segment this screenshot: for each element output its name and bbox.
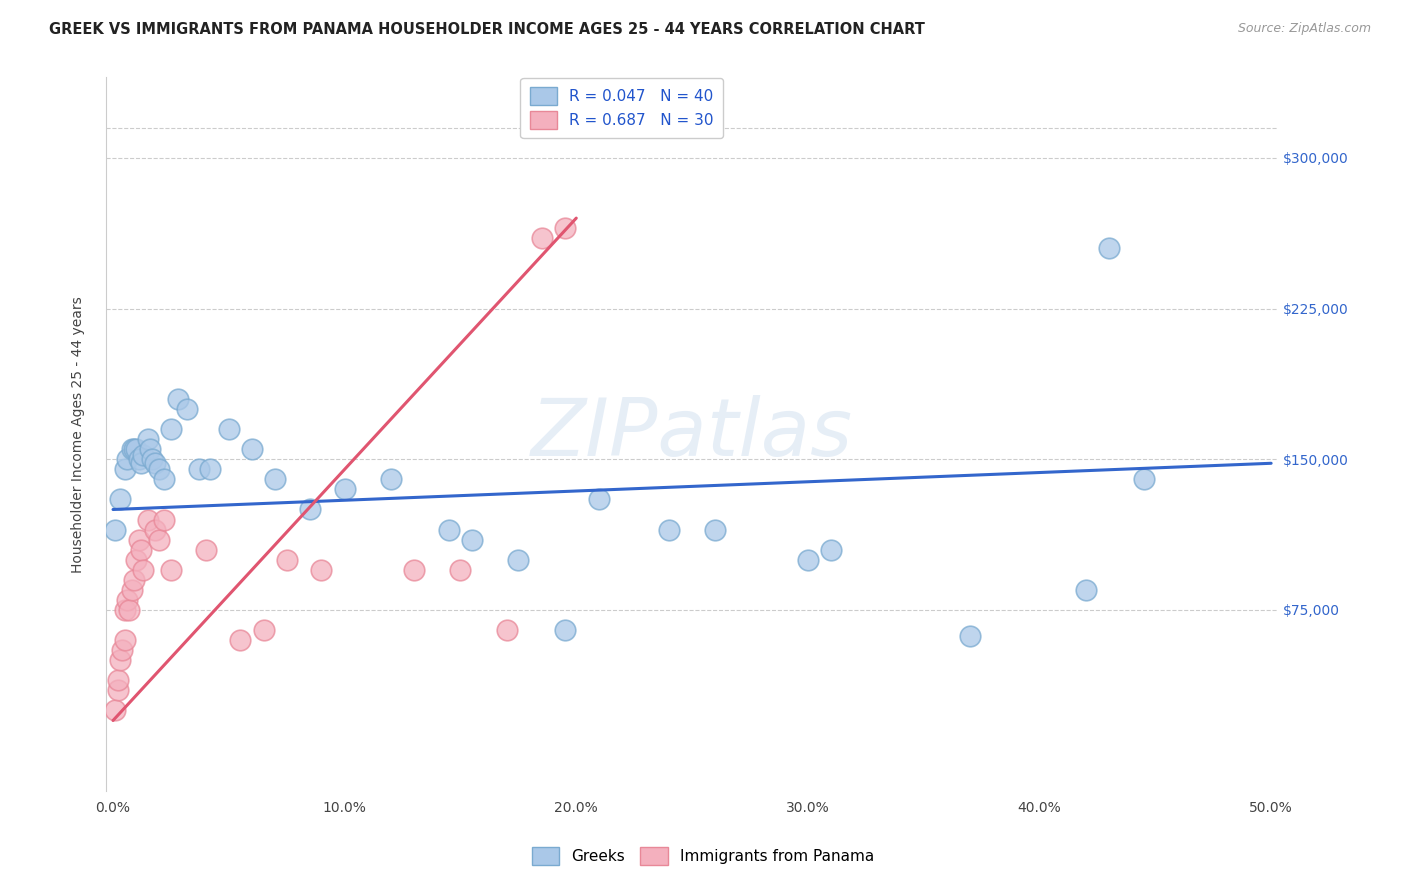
Point	[218, 422, 240, 436]
Point	[108, 653, 131, 667]
Text: ZIPatlas: ZIPatlas	[531, 395, 853, 473]
Point	[125, 553, 148, 567]
Y-axis label: Householder Income Ages 25 - 44 years: Householder Income Ages 25 - 44 years	[72, 296, 86, 573]
Point	[240, 442, 263, 457]
Point	[122, 573, 145, 587]
Point	[229, 633, 252, 648]
Point	[530, 231, 553, 245]
Point	[114, 633, 136, 648]
Text: GREEK VS IMMIGRANTS FROM PANAMA HOUSEHOLDER INCOME AGES 25 - 44 YEARS CORRELATIO: GREEK VS IMMIGRANTS FROM PANAMA HOUSEHOL…	[49, 22, 925, 37]
Point	[820, 542, 842, 557]
Point	[333, 483, 356, 497]
Point	[121, 442, 143, 457]
Point	[153, 512, 176, 526]
Point	[380, 472, 402, 486]
Point	[437, 523, 460, 537]
Point	[298, 502, 321, 516]
Point	[959, 629, 981, 643]
Point	[118, 603, 141, 617]
Point	[153, 472, 176, 486]
Point	[588, 492, 610, 507]
Point	[797, 553, 820, 567]
Point	[658, 523, 681, 537]
Point	[107, 683, 129, 698]
Point	[129, 542, 152, 557]
Point	[111, 643, 134, 657]
Point	[122, 442, 145, 457]
Point	[121, 582, 143, 597]
Point	[449, 563, 471, 577]
Point	[141, 452, 163, 467]
Point	[554, 623, 576, 637]
Point	[1074, 582, 1097, 597]
Point	[160, 563, 183, 577]
Point	[1098, 241, 1121, 255]
Point	[128, 452, 150, 467]
Point	[264, 472, 287, 486]
Legend: Greeks, Immigrants from Panama: Greeks, Immigrants from Panama	[526, 841, 880, 871]
Point	[404, 563, 426, 577]
Point	[1132, 472, 1154, 486]
Point	[104, 523, 127, 537]
Point	[104, 703, 127, 717]
Point	[114, 603, 136, 617]
Point	[108, 492, 131, 507]
Point	[136, 512, 159, 526]
Legend: R = 0.047   N = 40, R = 0.687   N = 30: R = 0.047 N = 40, R = 0.687 N = 30	[520, 78, 723, 137]
Point	[139, 442, 162, 457]
Point	[508, 553, 530, 567]
Point	[114, 462, 136, 476]
Point	[167, 392, 190, 406]
Point	[115, 593, 138, 607]
Point	[252, 623, 274, 637]
Point	[160, 422, 183, 436]
Point	[115, 452, 138, 467]
Point	[276, 553, 298, 567]
Point	[136, 432, 159, 446]
Point	[132, 563, 155, 577]
Point	[461, 533, 484, 547]
Point	[554, 221, 576, 235]
Point	[495, 623, 517, 637]
Point	[704, 523, 727, 537]
Point	[148, 533, 170, 547]
Point	[125, 442, 148, 457]
Point	[107, 673, 129, 688]
Point	[128, 533, 150, 547]
Point	[194, 542, 217, 557]
Point	[187, 462, 209, 476]
Point	[143, 456, 166, 470]
Point	[148, 462, 170, 476]
Point	[176, 402, 198, 417]
Point	[132, 448, 155, 462]
Point	[129, 456, 152, 470]
Point	[311, 563, 333, 577]
Point	[143, 523, 166, 537]
Text: Source: ZipAtlas.com: Source: ZipAtlas.com	[1237, 22, 1371, 36]
Point	[200, 462, 222, 476]
